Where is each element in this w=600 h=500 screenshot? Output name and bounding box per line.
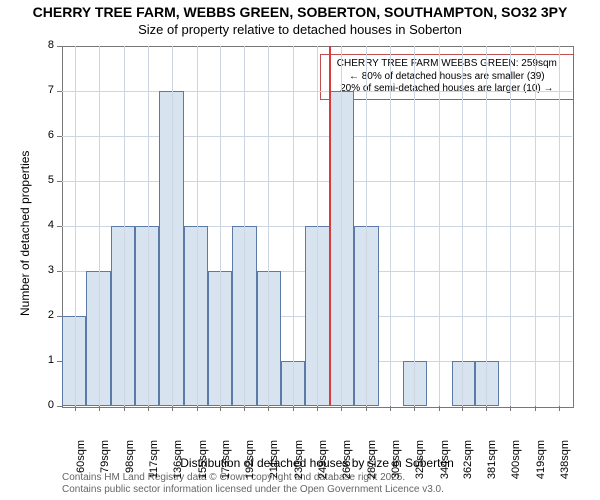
x-tick-mark [486, 406, 487, 411]
x-tick-label: 419sqm [535, 440, 547, 486]
x-tick-label: 325sqm [414, 440, 426, 486]
x-tick-label: 192sqm [244, 440, 256, 486]
x-tick-mark [293, 406, 294, 411]
x-tick-mark [366, 406, 367, 411]
x-tick-mark [244, 406, 245, 411]
x-tick-label: 268sqm [341, 440, 353, 486]
gridline-v [244, 46, 245, 406]
gridline-v [559, 46, 560, 406]
gridline-v [462, 46, 463, 406]
gridline-v [75, 46, 76, 406]
gridline-v [439, 46, 440, 406]
y-tick-label: 6 [34, 129, 54, 141]
x-tick-label: 98sqm [124, 440, 136, 486]
gridline-v [341, 46, 342, 406]
x-tick-mark [75, 406, 76, 411]
x-tick-mark [148, 406, 149, 411]
x-tick-label: 362sqm [462, 440, 474, 486]
x-tick-mark [268, 406, 269, 411]
gridline-v [268, 46, 269, 406]
x-tick-mark [317, 406, 318, 411]
gridline-v [172, 46, 173, 406]
x-tick-label: 306sqm [390, 440, 402, 486]
gridline-v [148, 46, 149, 406]
y-tick-mark [57, 181, 62, 182]
y-tick-mark [57, 46, 62, 47]
y-axis-label: Number of detached properties [18, 151, 32, 316]
highlight-line [329, 46, 331, 406]
x-tick-label: 438sqm [559, 440, 571, 486]
gridline-v [99, 46, 100, 406]
x-tick-label: 287sqm [366, 440, 378, 486]
x-tick-label: 211sqm [268, 440, 280, 486]
x-tick-label: 230sqm [293, 440, 305, 486]
y-tick-mark [57, 271, 62, 272]
chart-title-main: CHERRY TREE FARM, WEBBS GREEN, SOBERTON,… [0, 4, 600, 20]
x-tick-label: 400sqm [510, 440, 522, 486]
x-tick-mark [535, 406, 536, 411]
annotation-line3: 20% of semi-detached houses are larger (… [327, 83, 567, 96]
gridline-v [486, 46, 487, 406]
x-tick-mark [390, 406, 391, 411]
x-tick-label: 117sqm [148, 440, 160, 486]
x-tick-mark [341, 406, 342, 411]
y-tick-label: 3 [34, 264, 54, 276]
gridline-v [390, 46, 391, 406]
annotation-line2: ← 80% of detached houses are smaller (39… [327, 71, 567, 84]
x-tick-mark [172, 406, 173, 411]
y-tick-label: 2 [34, 309, 54, 321]
x-tick-mark [124, 406, 125, 411]
gridline-v [366, 46, 367, 406]
gridline-v [197, 46, 198, 406]
x-tick-mark [220, 406, 221, 411]
histogram-bar [452, 361, 475, 406]
x-tick-mark [439, 406, 440, 411]
y-tick-label: 4 [34, 219, 54, 231]
y-tick-label: 5 [34, 174, 54, 186]
x-tick-label: 79sqm [99, 440, 111, 486]
y-tick-label: 8 [34, 39, 54, 51]
y-tick-label: 1 [34, 354, 54, 366]
chart-title-sub: Size of property relative to detached ho… [0, 22, 600, 37]
x-tick-label: 60sqm [75, 440, 87, 486]
gridline-v [510, 46, 511, 406]
x-tick-label: 344sqm [439, 440, 451, 486]
y-tick-mark [57, 136, 62, 137]
x-tick-mark [559, 406, 560, 411]
x-tick-label: 381sqm [486, 440, 498, 486]
y-tick-mark [57, 226, 62, 227]
gridline-v [414, 46, 415, 406]
footer-line-1: Contains HM Land Registry data © Crown c… [62, 472, 405, 483]
x-tick-mark [99, 406, 100, 411]
y-tick-label: 7 [34, 84, 54, 96]
x-tick-mark [197, 406, 198, 411]
x-tick-label: 173sqm [220, 440, 232, 486]
x-tick-mark [414, 406, 415, 411]
x-tick-label: 155sqm [197, 440, 209, 486]
histogram-chart: CHERRY TREE FARM, WEBBS GREEN, SOBERTON,… [0, 0, 600, 500]
annotation-line1: CHERRY TREE FARM WEBBS GREEN: 259sqm [327, 58, 567, 71]
gridline-v [535, 46, 536, 406]
y-tick-mark [57, 406, 62, 407]
x-tick-mark [462, 406, 463, 411]
gridline-v [317, 46, 318, 406]
gridline-v [220, 46, 221, 406]
y-tick-label: 0 [34, 399, 54, 411]
gridline-v [293, 46, 294, 406]
y-tick-mark [57, 91, 62, 92]
gridline-v [124, 46, 125, 406]
x-tick-label: 249sqm [317, 440, 329, 486]
x-tick-mark [510, 406, 511, 411]
x-tick-label: 136sqm [172, 440, 184, 486]
